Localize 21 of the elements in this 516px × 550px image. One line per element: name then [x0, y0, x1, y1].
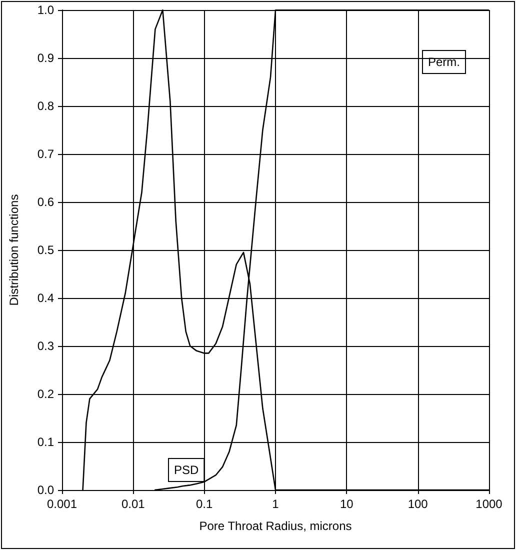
y-tick-label: 0.0: [37, 483, 54, 497]
y-tick-label: 0.9: [37, 51, 54, 65]
y-tick-label: 0.7: [37, 147, 54, 161]
text: PSD: [174, 463, 200, 477]
y-tick-label: 1.0: [37, 3, 54, 17]
y-tick-label: 0.2: [37, 387, 54, 401]
x-tick-label: 0.001: [46, 497, 78, 511]
x-tick-label: 0.01: [121, 497, 146, 511]
y-tick-label: 0.4: [37, 291, 54, 305]
x-tick-label: 1000: [476, 497, 503, 511]
x-tick-label: 0.1: [196, 497, 213, 511]
y-axis-title: Distribution functions: [7, 194, 21, 306]
x-tick-label: 1: [272, 497, 280, 511]
x-tick-label: 100: [408, 497, 428, 511]
y-tick-label: 0.5: [37, 243, 54, 257]
x-tick-label: 10: [340, 497, 354, 511]
y-tick-label: 0.6: [37, 195, 54, 209]
x-axis-title: Pore Throat Radius, microns: [199, 519, 352, 533]
y-tick-label: 0.1: [37, 435, 54, 449]
y-tick-label: 0.8: [37, 99, 54, 113]
y-tick-label: 0.3: [37, 339, 54, 353]
